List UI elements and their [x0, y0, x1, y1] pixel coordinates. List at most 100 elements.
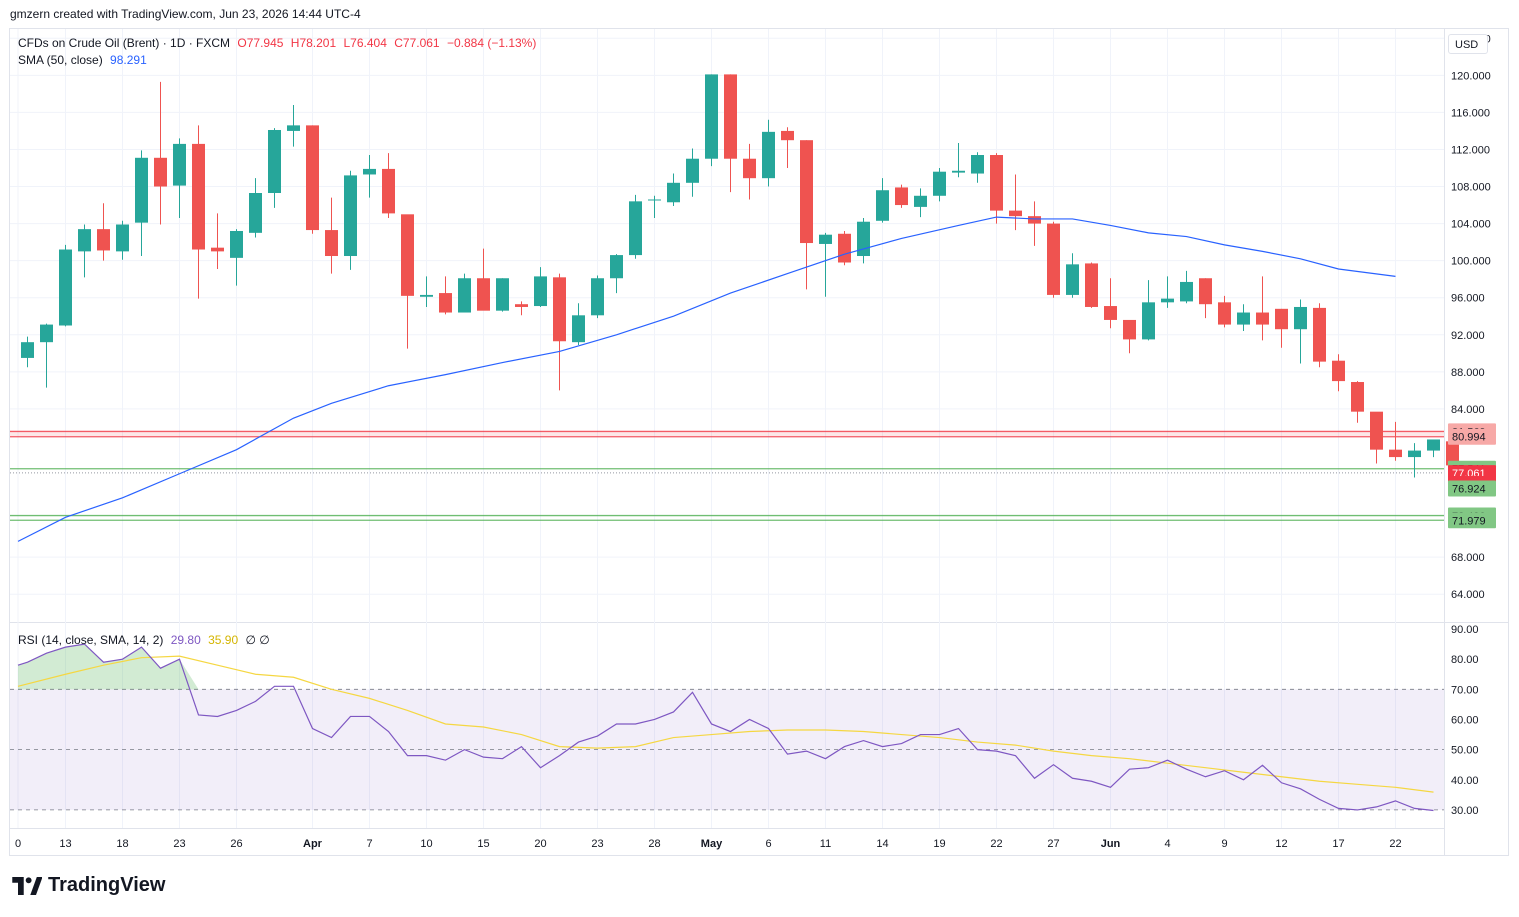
candle-body[interactable]: [230, 230, 243, 258]
candle-body[interactable]: [1047, 223, 1060, 295]
candle-body[interactable]: [857, 221, 870, 257]
time-tick-label: May: [701, 838, 723, 850]
candle-body[interactable]: [40, 324, 53, 343]
candle-body[interactable]: [876, 190, 889, 221]
candle-body[interactable]: [952, 170, 965, 173]
tradingview-logo[interactable]: TradingView: [12, 874, 165, 897]
tradingview-logo-icon: [12, 876, 42, 895]
candle-body[interactable]: [1237, 312, 1250, 325]
candle-body[interactable]: [1332, 360, 1345, 382]
price-axis-badge-label: 76.924: [1452, 483, 1486, 495]
candle-body[interactable]: [59, 249, 72, 326]
candle-body[interactable]: [705, 74, 718, 159]
candle-body[interactable]: [287, 125, 300, 131]
candle-body[interactable]: [819, 234, 832, 244]
candle-body[interactable]: [610, 255, 623, 279]
candle-body[interactable]: [1218, 302, 1231, 325]
candle-body[interactable]: [1408, 450, 1421, 458]
candle-body[interactable]: [154, 157, 167, 187]
candle-body[interactable]: [838, 233, 851, 263]
currency-selector[interactable]: USD: [1448, 34, 1488, 54]
candle-body[interactable]: [382, 168, 395, 214]
candle-body[interactable]: [363, 168, 376, 175]
candle-body[interactable]: [1142, 302, 1155, 340]
axes: 124.000120.000116.000112.000108.000104.0…: [15, 33, 1496, 850]
time-tick-label: 20: [534, 838, 546, 850]
candle-body[interactable]: [914, 195, 927, 207]
candle-body[interactable]: [1085, 263, 1098, 307]
candle-body[interactable]: [97, 229, 110, 251]
candle-body[interactable]: [1161, 298, 1174, 303]
candle-body[interactable]: [591, 278, 604, 316]
candle-body[interactable]: [724, 74, 737, 159]
candle-body[interactable]: [1275, 308, 1288, 330]
time-tick-label: 19: [933, 838, 945, 850]
price-tick-label: 84.000: [1451, 404, 1485, 416]
candle-body[interactable]: [401, 214, 414, 296]
candle-body[interactable]: [800, 140, 813, 244]
candle-body[interactable]: [1446, 441, 1459, 466]
rsi-label[interactable]: RSI (14, close, SMA, 14, 2): [18, 633, 164, 647]
candle-body[interactable]: [344, 175, 357, 257]
candle-body[interactable]: [1370, 411, 1383, 450]
candle-body[interactable]: [762, 131, 775, 179]
candle-body[interactable]: [249, 193, 262, 233]
sma-label[interactable]: SMA (50, close): [18, 53, 103, 67]
time-tick-label: 4: [1164, 838, 1170, 850]
price-lines: [10, 430, 1444, 521]
candle-body[interactable]: [1104, 306, 1117, 320]
candle-body[interactable]: [629, 201, 642, 256]
candle-body[interactable]: [173, 143, 186, 186]
candle-body[interactable]: [1066, 264, 1079, 295]
candle-body[interactable]: [420, 294, 433, 297]
rsi-tick-label: 80.00: [1451, 654, 1479, 666]
rsi-line[interactable]: [17, 643, 1434, 812]
candle-body[interactable]: [933, 171, 946, 196]
candle-body[interactable]: [1028, 216, 1041, 224]
candle-body[interactable]: [21, 342, 34, 358]
candle-body[interactable]: [648, 199, 661, 201]
price-tick-label: 104.000: [1451, 219, 1491, 231]
candle-body[interactable]: [667, 182, 680, 203]
candle-body[interactable]: [1294, 306, 1307, 330]
candle-body[interactable]: [686, 158, 699, 183]
candle-body[interactable]: [1199, 278, 1212, 305]
candle-body[interactable]: [211, 247, 224, 252]
candle-body[interactable]: [135, 157, 148, 223]
candle-body[interactable]: [192, 143, 205, 250]
candle-body[interactable]: [1389, 449, 1402, 458]
candle-body[interactable]: [1427, 439, 1440, 451]
candle-body[interactable]: [477, 278, 490, 311]
time-tick-label: 28: [648, 838, 660, 850]
sma-line[interactable]: [17, 216, 1396, 542]
candle-body[interactable]: [268, 129, 281, 194]
price-tick-label: 116.000: [1451, 107, 1490, 119]
candle-body[interactable]: [781, 130, 794, 141]
candle-body[interactable]: [515, 304, 528, 307]
candle-body[interactable]: [572, 315, 585, 343]
candle-body[interactable]: [116, 224, 129, 252]
candle-body[interactable]: [439, 293, 452, 313]
candle-body[interactable]: [990, 155, 1003, 211]
candle-body[interactable]: [325, 230, 338, 257]
candle-body[interactable]: [1180, 281, 1193, 302]
candle-body[interactable]: [534, 276, 547, 307]
candle-body[interactable]: [306, 125, 319, 231]
candle-body[interactable]: [1313, 307, 1326, 362]
candle-body[interactable]: [1123, 319, 1136, 340]
symbol-title[interactable]: CFDs on Crude Oil (Brent) · 1D · FXCM: [18, 36, 231, 50]
rsi-ma-line[interactable]: [17, 655, 1434, 793]
candle-body[interactable]: [496, 278, 509, 311]
price-legend: CFDs on Crude Oil (Brent) · 1D · FXCM O7…: [18, 36, 540, 50]
candle-body[interactable]: [1351, 382, 1364, 412]
candle-body[interactable]: [971, 155, 984, 174]
candle-body[interactable]: [743, 158, 756, 179]
candle-body[interactable]: [553, 277, 566, 342]
candle-body[interactable]: [78, 229, 91, 252]
open-value: O77.945: [237, 36, 284, 50]
candle-body[interactable]: [895, 187, 908, 206]
candle-body[interactable]: [1256, 312, 1269, 325]
candle-body[interactable]: [458, 278, 471, 313]
candle-body[interactable]: [1009, 210, 1022, 217]
